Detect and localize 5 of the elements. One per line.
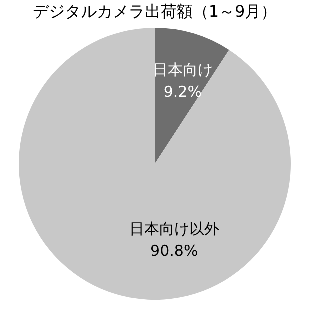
data-label: 9.2% — [164, 83, 202, 102]
data-label: 90.8% — [150, 242, 198, 260]
slice-label: 日本向け以外 — [129, 220, 220, 238]
slice-label: 日本向け — [152, 61, 213, 80]
chart-title: デジタルカメラ出荷額（1～9月） — [32, 2, 278, 21]
